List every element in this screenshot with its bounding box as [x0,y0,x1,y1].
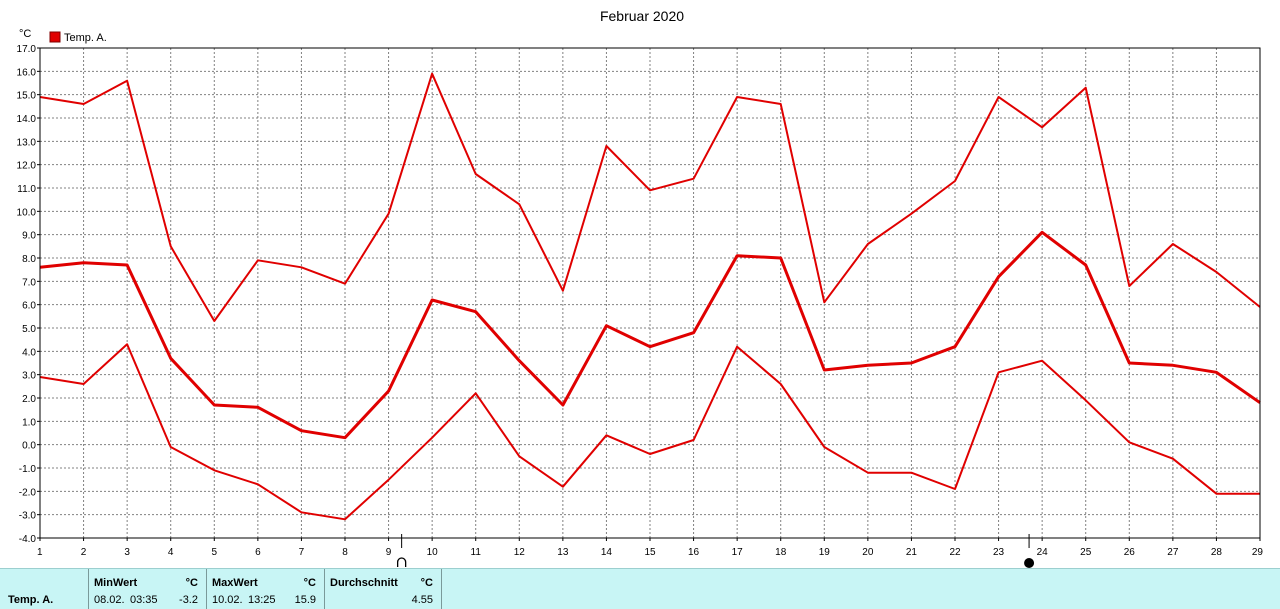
chart-title: Februar 2020 [600,8,684,24]
x-tick-label: 27 [1167,547,1179,558]
x-tick-label: 24 [1037,547,1049,558]
x-tick-label: 9 [386,547,392,558]
legend-label: Temp. A. [64,32,107,44]
y-tick-label: 4.0 [22,347,36,358]
x-tick-label: 7 [299,547,305,558]
x-axis-ticks: 1 2 3 4 5 6 7 8 9 10 11 12 13 14 15 16 17 18 19 20 21 22 23 24 2… [37,538,1263,558]
stat-avg-cell: Durchschnitt °C 4.55 [325,569,442,609]
y-tick-label: 16.0 [17,67,37,78]
legend-swatch [49,31,61,43]
stat-avg-value: 4.55 [411,594,433,606]
y-tick-label: 7.0 [22,277,36,288]
x-tick-label: 20 [862,547,874,558]
y-tick-label: 3.0 [22,371,36,382]
y-tick-label: -1.0 [19,464,37,475]
y-tick-label: 1.0 [22,417,36,428]
statistics-panel: Temp. A. MinWert °C 08.02. 03:35 -3.2 Ma… [0,568,1280,609]
x-tick-label: 1 [37,547,43,558]
y-tick-label: 2.0 [22,394,36,405]
x-tick-label: 8 [342,547,348,558]
x-tick-label: 13 [557,547,569,558]
x-tick-label: 28 [1211,547,1223,558]
y-tick-label: -2.0 [19,487,37,498]
x-tick-label: 25 [1080,547,1092,558]
stat-min-time: 03:35 [130,594,158,606]
stat-min-header: MinWert [94,577,138,589]
x-tick-label: 14 [601,547,613,558]
stat-max-value: 15.9 [294,594,316,606]
x-tick-label: 22 [949,547,961,558]
x-tick-label: 23 [993,547,1005,558]
x-tick-label: 29 [1252,547,1264,558]
x-tick-label: 18 [775,547,787,558]
x-tick-label: 17 [732,547,744,558]
first-quarter-moon-icon [396,557,407,567]
y-tick-label: 12.0 [17,161,37,172]
y-tick-label: 5.0 [22,324,36,335]
stat-max-header: MaxWert [212,577,258,589]
x-tick-label: 5 [212,547,218,558]
y-tick-label: 6.0 [22,301,36,312]
x-tick-label: 4 [168,547,174,558]
x-tick-label: 15 [644,547,656,558]
moon-markers [396,534,1035,568]
y-tick-label: 9.0 [22,231,36,242]
stat-max-time: 13:25 [248,594,276,606]
y-tick-label: 13.0 [17,137,37,148]
new-moon-icon [1024,558,1035,568]
series-lines [39,72,1261,521]
temperature-chart: Februar 2020 °C Temp. A. -4.0 -3.0 -2.0 -1.… [17,8,1263,568]
plot-frame [39,47,1261,539]
x-tick-label: 3 [124,547,130,558]
series-line-mean [39,230,1261,440]
x-tick-label: 6 [255,547,261,558]
x-tick-label: 26 [1124,547,1136,558]
series-line-min [39,343,1260,521]
grid [40,48,1260,538]
y-tick-label: 17.0 [17,44,37,55]
y-tick-label: 11.0 [17,184,36,195]
y-tick-label: 0.0 [22,441,36,452]
x-tick-label: 11 [471,547,482,558]
y-axis-unit: °C [19,28,31,40]
series-line-max [39,72,1261,322]
stat-min-unit: °C [185,577,198,589]
stat-max-unit: °C [303,577,316,589]
y-tick-label: -3.0 [19,511,37,522]
y-tick-label: -4.0 [19,534,37,545]
stat-min-value: -3.2 [179,594,198,606]
y-tick-label: 8.0 [22,254,36,265]
stat-max-date: 10.02. [212,594,243,606]
stat-min-date: 08.02. [94,594,125,606]
stat-avg-header: Durchschnitt [330,577,398,589]
y-tick-label: 10.0 [17,207,37,218]
stat-series-cell: Temp. A. [0,569,89,609]
x-tick-label: 2 [81,547,87,558]
x-tick-label: 16 [688,547,700,558]
y-tick-label: 15.0 [17,91,37,102]
y-tick-label: 14.0 [17,114,37,125]
stat-series-label: Temp. A. [8,594,54,606]
stat-min-cell: MinWert °C 08.02. 03:35 -3.2 [89,569,207,609]
stat-avg-unit: °C [420,577,433,589]
x-tick-label: 12 [514,547,526,558]
stat-max-cell: MaxWert °C 10.02. 13:25 15.9 [207,569,325,609]
y-axis-ticks: -4.0 -3.0 -2.0 -1.0 0.0 1.0 2.0 3.0 4.0 5.0 6.0 7.0… [17,44,40,545]
x-tick-label: 19 [819,547,831,558]
x-tick-label: 10 [427,547,439,558]
x-tick-label: 21 [906,547,918,558]
